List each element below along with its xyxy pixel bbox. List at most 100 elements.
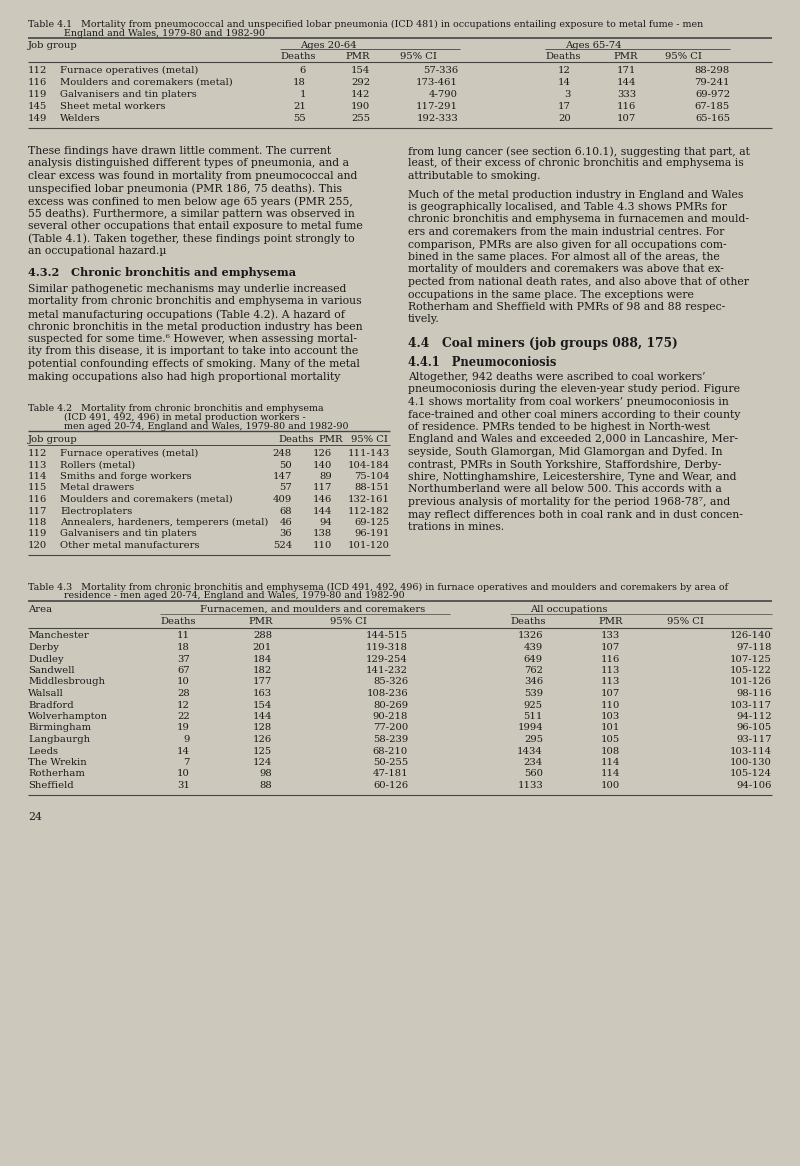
Text: 288: 288 xyxy=(253,632,272,640)
Text: 333: 333 xyxy=(617,90,636,99)
Text: 36: 36 xyxy=(279,529,292,539)
Text: potential confounding effects of smoking. Many of the metal: potential confounding effects of smoking… xyxy=(28,359,360,368)
Text: 79-241: 79-241 xyxy=(694,78,730,87)
Text: 149: 149 xyxy=(28,114,47,122)
Text: Galvanisers and tin platers: Galvanisers and tin platers xyxy=(60,529,197,539)
Text: Sandwell: Sandwell xyxy=(28,666,74,675)
Text: 95% CI: 95% CI xyxy=(665,52,702,61)
Text: 68: 68 xyxy=(279,506,292,515)
Text: seyside, South Glamorgan, Mid Glamorgan and Dyfed. In: seyside, South Glamorgan, Mid Glamorgan … xyxy=(408,447,722,457)
Text: 925: 925 xyxy=(524,701,543,709)
Text: 95% CI: 95% CI xyxy=(330,618,367,626)
Text: 184: 184 xyxy=(253,654,272,663)
Text: 439: 439 xyxy=(524,642,543,652)
Text: 95% CI: 95% CI xyxy=(400,52,437,61)
Text: (Table 4.1). Taken together, these findings point strongly to: (Table 4.1). Taken together, these findi… xyxy=(28,233,354,244)
Text: 116: 116 xyxy=(28,496,47,504)
Text: 77-200: 77-200 xyxy=(373,723,408,732)
Text: England and Wales, 1979-80 and 1982-90: England and Wales, 1979-80 and 1982-90 xyxy=(28,29,265,38)
Text: 105-124: 105-124 xyxy=(730,770,772,779)
Text: analysis distinguished different types of pneumonia, and a: analysis distinguished different types o… xyxy=(28,159,349,169)
Text: shire, Nottinghamshire, Leicestershire, Tyne and Wear, and: shire, Nottinghamshire, Leicestershire, … xyxy=(408,472,737,482)
Text: Moulders and coremakers (metal): Moulders and coremakers (metal) xyxy=(60,78,233,87)
Text: of residence. PMRs tended to be highest in North-west: of residence. PMRs tended to be highest … xyxy=(408,422,710,431)
Text: 107: 107 xyxy=(601,689,620,698)
Text: 55 deaths). Furthermore, a similar pattern was observed in: 55 deaths). Furthermore, a similar patte… xyxy=(28,209,354,219)
Text: residence - men aged 20-74, England and Wales, 1979-80 and 1982-90: residence - men aged 20-74, England and … xyxy=(28,591,405,600)
Text: 248: 248 xyxy=(273,449,292,458)
Text: 524: 524 xyxy=(273,541,292,550)
Text: 98-116: 98-116 xyxy=(737,689,772,698)
Text: 75-104: 75-104 xyxy=(354,472,390,482)
Text: 46: 46 xyxy=(279,518,292,527)
Text: PMR: PMR xyxy=(598,618,622,626)
Text: Similar pathogenetic mechanisms may underlie increased: Similar pathogenetic mechanisms may unde… xyxy=(28,285,346,294)
Text: 105: 105 xyxy=(601,735,620,744)
Text: mortality of moulders and coremakers was above that ex-: mortality of moulders and coremakers was… xyxy=(408,265,724,274)
Text: 144: 144 xyxy=(313,506,332,515)
Text: previous analysis of mortality for the period 1968-78⁷, and: previous analysis of mortality for the p… xyxy=(408,497,730,507)
Text: England and Wales and exceeded 2,000 in Lancashire, Mer-: England and Wales and exceeded 2,000 in … xyxy=(408,435,738,444)
Text: 145: 145 xyxy=(28,101,47,111)
Text: Moulders and coremakers (metal): Moulders and coremakers (metal) xyxy=(60,496,233,504)
Text: 110: 110 xyxy=(313,541,332,550)
Text: Rotherham: Rotherham xyxy=(28,770,85,779)
Text: 112: 112 xyxy=(28,449,47,458)
Text: 94-112: 94-112 xyxy=(736,712,772,721)
Text: occupations in the same place. The exceptions were: occupations in the same place. The excep… xyxy=(408,289,694,300)
Text: ity from this disease, it is important to take into account the: ity from this disease, it is important t… xyxy=(28,346,358,357)
Text: 116: 116 xyxy=(617,101,636,111)
Text: Area: Area xyxy=(28,604,52,613)
Text: 9: 9 xyxy=(184,735,190,744)
Text: Welders: Welders xyxy=(60,114,101,122)
Text: 58-239: 58-239 xyxy=(373,735,408,744)
Text: 11: 11 xyxy=(177,632,190,640)
Text: 144: 144 xyxy=(617,78,636,87)
Text: 292: 292 xyxy=(351,78,370,87)
Text: suspected for some time.⁶ However, when assessing mortal-: suspected for some time.⁶ However, when … xyxy=(28,333,357,344)
Text: 97-118: 97-118 xyxy=(737,642,772,652)
Text: Deaths: Deaths xyxy=(280,52,315,61)
Text: 147: 147 xyxy=(273,472,292,482)
Text: Job group: Job group xyxy=(28,41,78,50)
Text: Leeds: Leeds xyxy=(28,746,58,756)
Text: unspecified lobar pneumonia (PMR 186, 75 deaths). This: unspecified lobar pneumonia (PMR 186, 75… xyxy=(28,183,342,194)
Text: 255: 255 xyxy=(351,114,370,122)
Text: mortality from chronic bronchitis and emphysema in various: mortality from chronic bronchitis and em… xyxy=(28,296,362,307)
Text: 144-515: 144-515 xyxy=(366,632,408,640)
Text: 126: 126 xyxy=(313,449,332,458)
Text: 126: 126 xyxy=(253,735,272,744)
Text: 12: 12 xyxy=(177,701,190,709)
Text: 108: 108 xyxy=(601,746,620,756)
Text: chronic bronchitis in the metal production industry has been: chronic bronchitis in the metal producti… xyxy=(28,322,362,331)
Text: Ages 20-64: Ages 20-64 xyxy=(300,41,357,50)
Text: Table 4.1   Mortality from pneumococcal and unspecified lobar pneumonia (ICD 481: Table 4.1 Mortality from pneumococcal an… xyxy=(28,20,703,29)
Text: Galvanisers and tin platers: Galvanisers and tin platers xyxy=(60,90,197,99)
Text: Metal drawers: Metal drawers xyxy=(60,484,134,492)
Text: 113: 113 xyxy=(28,461,47,470)
Text: 192-333: 192-333 xyxy=(416,114,458,122)
Text: 18: 18 xyxy=(177,642,190,652)
Text: 94-106: 94-106 xyxy=(737,781,772,791)
Text: 124: 124 xyxy=(253,758,272,767)
Text: 119-318: 119-318 xyxy=(366,642,408,652)
Text: 19: 19 xyxy=(177,723,190,732)
Text: 57: 57 xyxy=(279,484,292,492)
Text: pected from national death rates, and also above that of other: pected from national death rates, and al… xyxy=(408,278,749,287)
Text: 12: 12 xyxy=(558,66,571,75)
Text: 125: 125 xyxy=(253,746,272,756)
Text: Other metal manufacturers: Other metal manufacturers xyxy=(60,541,199,550)
Text: 649: 649 xyxy=(524,654,543,663)
Text: 95% CI: 95% CI xyxy=(351,435,388,444)
Text: 115: 115 xyxy=(28,484,47,492)
Text: 69-125: 69-125 xyxy=(354,518,390,527)
Text: 132-161: 132-161 xyxy=(348,496,390,504)
Text: 409: 409 xyxy=(273,496,292,504)
Text: Annealers, hardeners, temperers (metal): Annealers, hardeners, temperers (metal) xyxy=(60,518,268,527)
Text: 103-117: 103-117 xyxy=(730,701,772,709)
Text: 108-236: 108-236 xyxy=(366,689,408,698)
Text: 1133: 1133 xyxy=(518,781,543,791)
Text: 68-210: 68-210 xyxy=(373,746,408,756)
Text: Deaths: Deaths xyxy=(545,52,581,61)
Text: Furnace operatives (metal): Furnace operatives (metal) xyxy=(60,66,198,75)
